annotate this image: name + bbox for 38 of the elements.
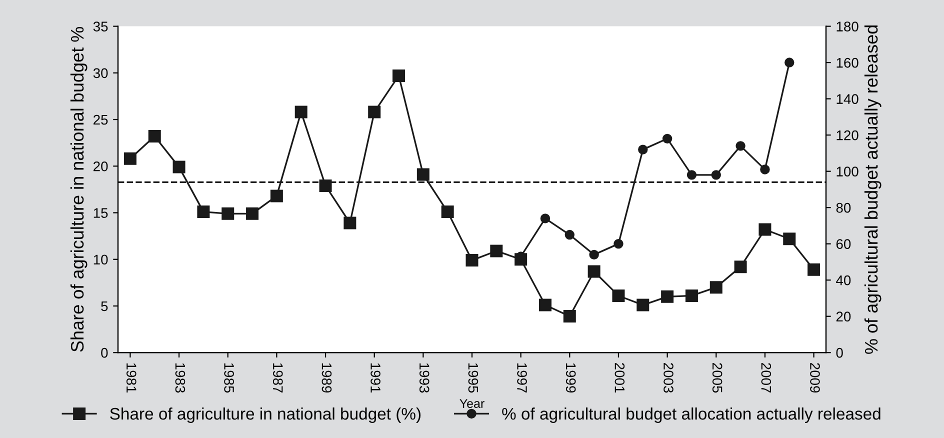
x-axis-title: Year	[460, 399, 484, 408]
legend-label: Share of agriculture in national budget (%)	[110, 407, 421, 423]
y2-tick-label: 120	[836, 130, 858, 140]
x-tick-label: 2007	[761, 363, 772, 393]
legend-label: % of agricultural budget allocation actually released	[502, 407, 880, 423]
y-tick-label: 5	[101, 301, 108, 312]
y-tick-label: 15	[94, 208, 108, 218]
y2-axis-title: % of agricultural budget actually released	[864, 25, 882, 354]
y-tick-label: 35	[93, 22, 108, 32]
y-tick-label: 25	[94, 114, 108, 125]
x-tick-label: 1997	[517, 363, 527, 393]
y2-tick-label: 40	[836, 275, 851, 286]
y2-tick-label: 0	[836, 348, 843, 358]
y-tick-label: 20	[94, 161, 108, 172]
y2-tick-label: 140	[836, 94, 858, 104]
y-tick-label: 30	[93, 68, 108, 78]
y2-tick-label: 20	[836, 312, 851, 322]
x-tick-label: 1987	[272, 363, 283, 393]
y2-tick-label: 80	[836, 202, 851, 213]
x-tick-label: 1999	[566, 363, 576, 393]
x-tick-label: 1981	[126, 363, 136, 393]
y-tick-label: 10	[94, 254, 108, 265]
y-axis-title: Share of agriculture in national budget %	[70, 26, 88, 352]
x-tick-label: 2009	[810, 363, 820, 393]
x-tick-label: 1995	[468, 363, 478, 393]
x-tick-label: 1989	[322, 363, 332, 393]
x-tick-label: 2001	[614, 363, 625, 393]
x-tick-label: 2003	[664, 363, 674, 393]
y2-tick-label: 60	[836, 239, 851, 249]
y-tick-label: 0	[101, 348, 108, 358]
x-tick-label: 1991	[370, 363, 380, 393]
y2-tick-label: 160	[836, 58, 858, 68]
x-tick-label: 1983	[175, 363, 186, 393]
x-tick-label: 1985	[224, 363, 234, 393]
y2-tick-label: 180	[836, 22, 858, 32]
y2-tick-label: 100	[836, 166, 858, 176]
x-tick-label: 2005	[712, 363, 722, 393]
x-tick-label: 1993	[419, 363, 430, 393]
